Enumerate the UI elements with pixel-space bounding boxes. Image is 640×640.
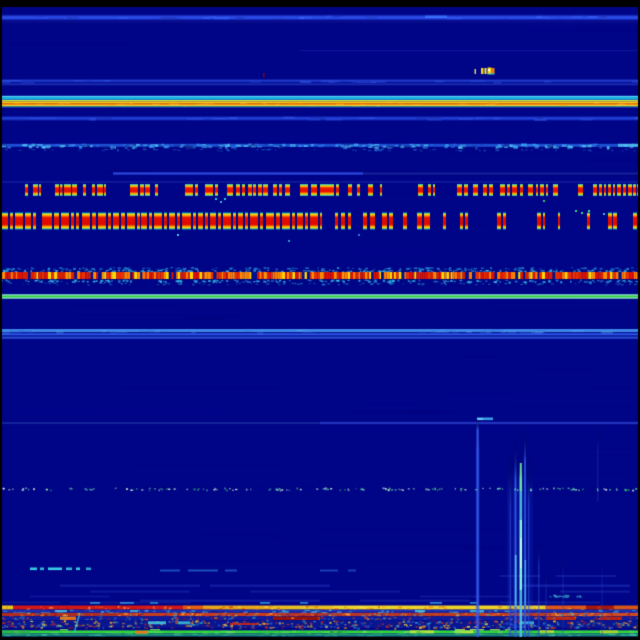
spectrogram-image — [0, 0, 640, 640]
spectrogram-canvas — [0, 0, 640, 640]
